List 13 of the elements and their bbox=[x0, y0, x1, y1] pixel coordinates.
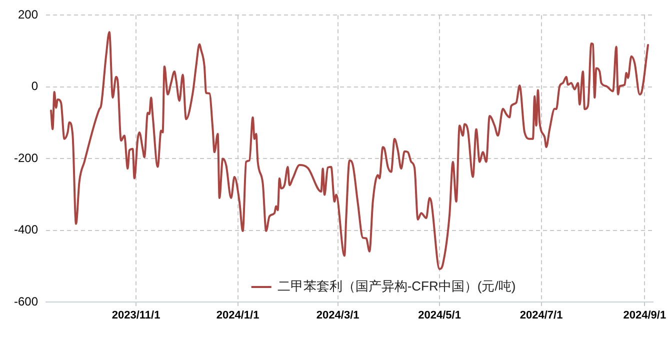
x-tick-label: 2024/7/1 bbox=[520, 310, 563, 322]
legend-label: 二甲苯套利（国产异构-CFR中国）(元/吨) bbox=[277, 278, 516, 294]
x-tick-label: 2024/9/1 bbox=[623, 310, 666, 322]
y-tick-label: 0 bbox=[31, 79, 38, 94]
x-tick-label: 2024/1/1 bbox=[216, 310, 260, 322]
x-tick-label: 2024/3/1 bbox=[316, 310, 360, 322]
line-series bbox=[50, 31, 649, 270]
y-tick-label: -400 bbox=[14, 222, 38, 237]
y-tick-label: -600 bbox=[14, 294, 38, 308]
y-tick-label: 200 bbox=[18, 8, 38, 22]
x-tick-label: 2024/5/1 bbox=[418, 310, 461, 322]
x-tick-label: 2023/11/1 bbox=[112, 310, 160, 322]
y-tick-label: -200 bbox=[14, 150, 38, 165]
